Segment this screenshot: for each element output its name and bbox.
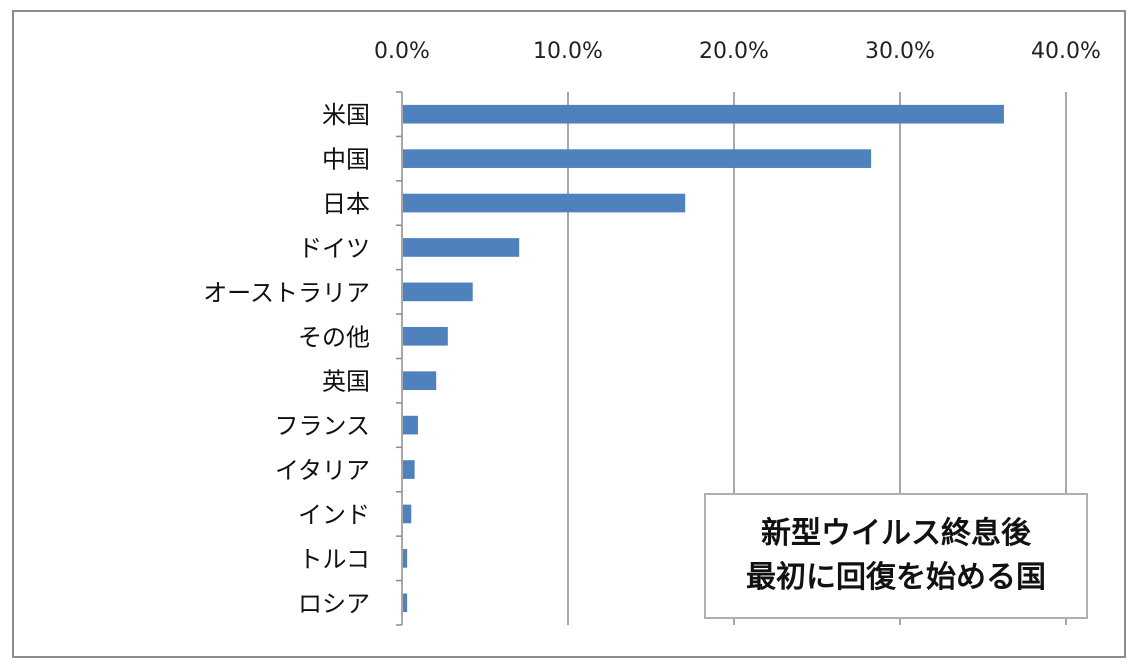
category-label: 英国 — [322, 368, 370, 396]
bar — [403, 149, 872, 168]
y-axis-tick-marks — [396, 91, 402, 626]
x-tick-label: 10.0% — [533, 39, 603, 64]
category-label: その他 — [298, 323, 370, 351]
bar — [403, 549, 408, 568]
bar — [403, 593, 408, 613]
x-tick-label: 30.0% — [865, 39, 935, 64]
bar — [403, 415, 418, 435]
x-tick-label: 20.0% — [699, 39, 769, 64]
bar — [403, 238, 520, 257]
bar — [403, 371, 437, 391]
category-label: 中国 — [322, 146, 370, 174]
chart-title-line-1: 新型ウイルス終息後 — [761, 516, 1031, 551]
bar — [403, 504, 412, 524]
bar — [403, 104, 1004, 124]
bar — [403, 460, 415, 479]
bar — [403, 282, 473, 302]
chart-title-box: 新型ウイルス終息後 最初に回復を始める国 — [704, 493, 1088, 619]
category-label: インド — [298, 501, 370, 529]
category-label: フランス — [274, 412, 370, 440]
category-label: イタリア — [275, 457, 370, 485]
x-tick-label: 40.0% — [1031, 39, 1101, 64]
bar — [403, 193, 686, 213]
x-tick-label: 0.0% — [374, 39, 430, 64]
category-label: ドイツ — [298, 234, 370, 262]
chart-title-line-2: 最初に回復を始める国 — [746, 560, 1046, 595]
category-label: ロシア — [298, 590, 370, 618]
category-label: 米国 — [322, 101, 370, 129]
category-label: トルコ — [298, 545, 370, 573]
x-tick-labels: 0.0% 10.0% 20.0% 30.0% 40.0% — [374, 39, 1101, 64]
bars — [403, 104, 1004, 613]
bar — [403, 326, 448, 346]
category-label: オーストラリア — [203, 279, 370, 307]
category-label: 日本 — [322, 190, 370, 218]
